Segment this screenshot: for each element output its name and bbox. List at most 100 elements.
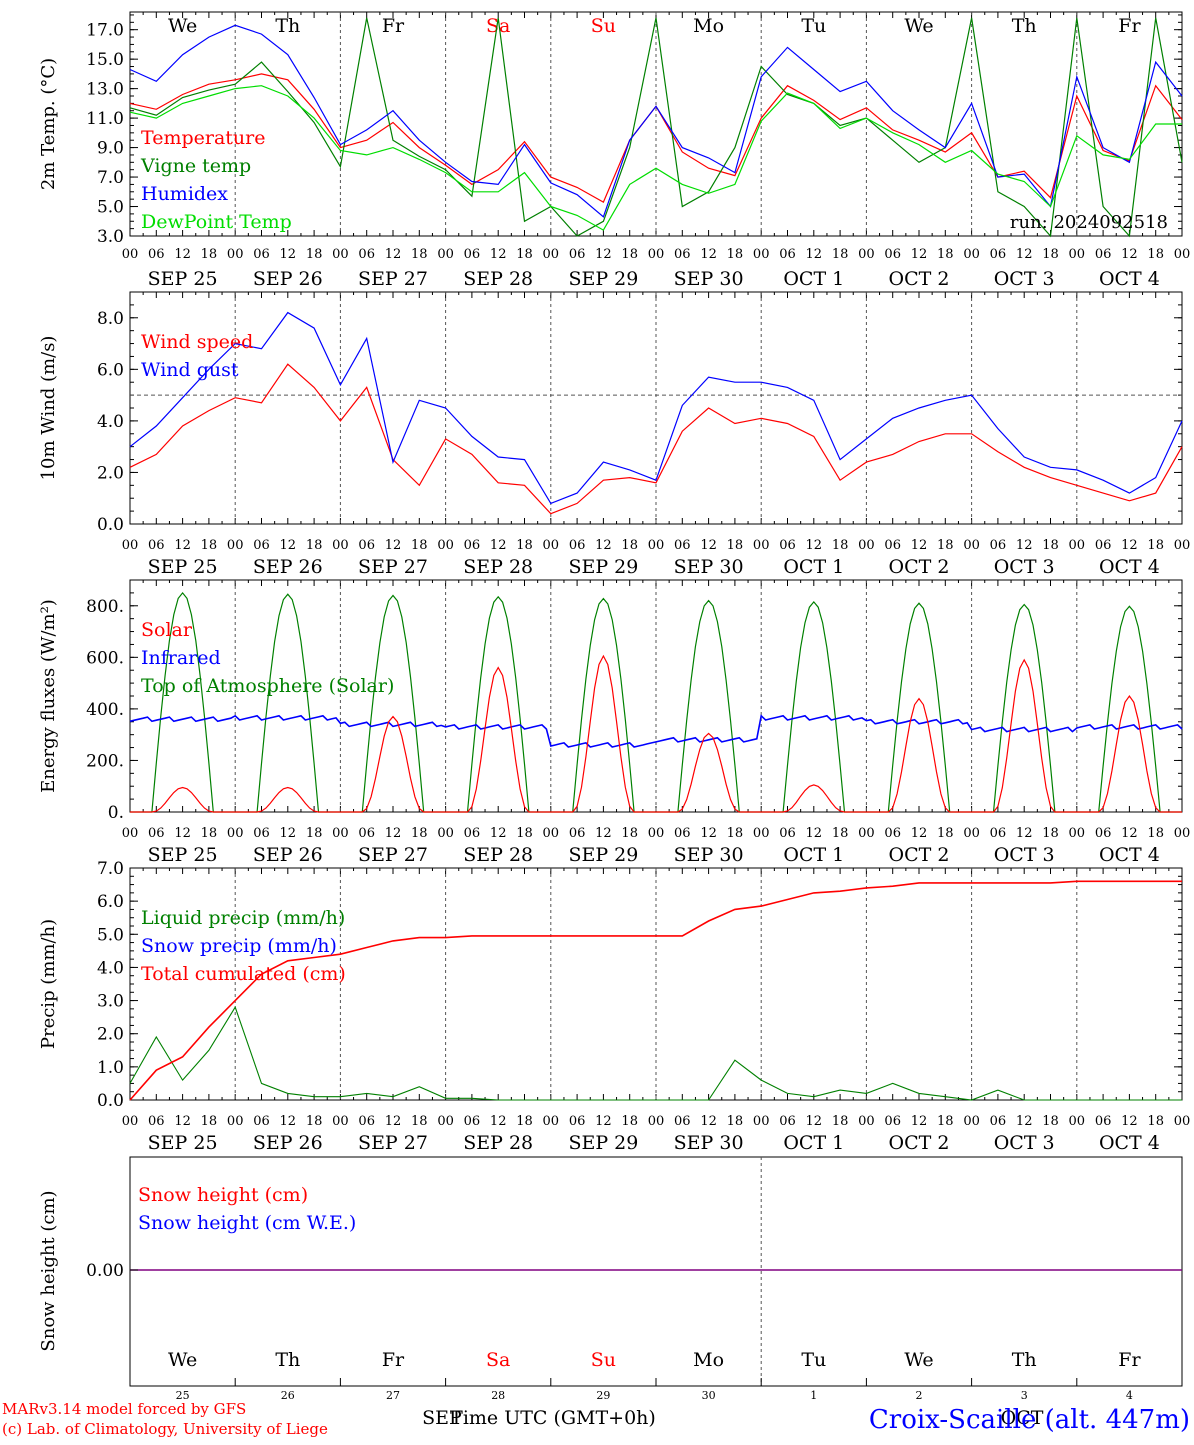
y-tick-label: 5.0 (97, 198, 124, 218)
hour-tick-label: 06 (674, 247, 691, 262)
hour-tick-label: 06 (358, 1114, 375, 1129)
y-tick-label: 0.0 (97, 515, 124, 535)
hour-tick-label: 18 (306, 247, 323, 262)
legend-entry: Temperature (141, 127, 265, 149)
hour-tick-label: 00 (858, 826, 875, 841)
hour-tick-label: 18 (621, 247, 638, 262)
hour-tick-label: 18 (832, 247, 849, 262)
series-line-solar (130, 654, 1182, 813)
day-name: We (904, 15, 933, 37)
legend-entry: Top of Atmosphere (Solar) (141, 675, 394, 697)
legend-entry: Snow precip (mm/h) (141, 935, 337, 957)
date-label: OCT 2 (889, 844, 950, 866)
hour-tick-label: 00 (648, 1114, 665, 1129)
hour-tick-label: 12 (806, 1114, 823, 1129)
y-tick-label: 9.0 (97, 139, 124, 159)
hour-tick-label: 06 (884, 1114, 901, 1129)
y-tick-label: 15.0 (86, 50, 124, 70)
hour-tick-label: 12 (700, 1114, 717, 1129)
date-label: SEP 25 (148, 268, 218, 290)
hour-tick-label: 00 (1069, 826, 1086, 841)
hour-tick-label: 06 (569, 538, 586, 553)
hour-tick-label: 12 (174, 1114, 191, 1129)
day-number: 28 (491, 1389, 505, 1402)
hour-tick-label: 12 (490, 1114, 507, 1129)
date-label: OCT 1 (783, 268, 844, 290)
y-tick-label: 2.0 (97, 463, 124, 483)
hour-tick-label: 06 (779, 247, 796, 262)
hour-tick-label: 06 (569, 247, 586, 262)
hour-tick-label: 00 (332, 247, 349, 262)
hour-tick-label: 12 (490, 538, 507, 553)
hour-tick-label: 18 (411, 538, 428, 553)
y-tick-label: 4.0 (97, 958, 124, 978)
hour-tick-label: 18 (201, 538, 218, 553)
series-line-red (129, 363, 1183, 515)
day-number: 26 (281, 1389, 295, 1402)
hour-tick-label: 12 (911, 826, 928, 841)
energy-panel: 0. 200. 400. 600. 800. 00 06 12 18 SEP 25 00 06 12 18… (38, 579, 1190, 866)
hour-tick-label: 12 (1121, 247, 1138, 262)
hour-tick-label: 06 (674, 538, 691, 553)
hour-tick-label: 18 (1147, 826, 1164, 841)
series-line-blue (129, 311, 1183, 505)
hour-tick-label: 12 (700, 826, 717, 841)
y-tick-label: 400. (86, 700, 124, 720)
hour-tick-label: 12 (280, 538, 297, 553)
date-label: SEP 27 (358, 556, 428, 578)
hour-tick-label: 00 (332, 1114, 349, 1129)
day-number: 30 (702, 1389, 716, 1402)
date-label: SEP 26 (253, 268, 323, 290)
hour-tick-label: 18 (201, 247, 218, 262)
hour-tick-label: 12 (700, 538, 717, 553)
hour-tick-label: 18 (306, 826, 323, 841)
hour-tick-label: 00 (648, 538, 665, 553)
hour-tick-label: 06 (569, 826, 586, 841)
y-tick-label: 2.0 (97, 1025, 124, 1045)
hour-tick-label: 12 (595, 538, 612, 553)
day-number: 29 (596, 1389, 610, 1402)
hour-tick-label: 12 (595, 247, 612, 262)
hour-tick-label: 00 (963, 247, 980, 262)
hour-tick-label: 12 (1016, 538, 1033, 553)
date-label: OCT 2 (889, 268, 950, 290)
hour-tick-label: 06 (884, 538, 901, 553)
day-name: We (168, 15, 197, 37)
hour-tick-label: 00 (543, 826, 560, 841)
hour-tick-label: 06 (674, 826, 691, 841)
y-tick-label: 1.0 (97, 1058, 124, 1078)
date-label: OCT 4 (1099, 1132, 1160, 1154)
y-tick-label: 200. (86, 751, 124, 771)
y-tick-label: 0. (108, 803, 124, 823)
day-name: Th (1012, 1349, 1037, 1371)
y-tick-label: 6.0 (97, 892, 124, 912)
hour-tick-label: 00 (858, 1114, 875, 1129)
month-label: OCT (1001, 1407, 1044, 1429)
hour-tick-label: 12 (174, 826, 191, 841)
y-tick-label: 3.0 (97, 227, 124, 247)
day-name: Sa (486, 1349, 510, 1371)
y-tick-label: 17.0 (86, 21, 124, 41)
hour-tick-label: 12 (280, 1114, 297, 1129)
hour-tick-label: 06 (990, 247, 1007, 262)
legend-entry: Liquid precip (mm/h) (141, 907, 345, 929)
hour-tick-label: 18 (411, 1114, 428, 1129)
date-label: OCT 1 (783, 844, 844, 866)
hour-tick-label: 18 (1147, 538, 1164, 553)
hour-tick-label: 12 (911, 538, 928, 553)
hour-tick-label: 00 (753, 826, 770, 841)
legend-entry: DewPoint Temp (141, 211, 292, 233)
hour-tick-label: 06 (253, 1114, 270, 1129)
hour-tick-label: 12 (385, 1114, 402, 1129)
y-axis-label: Snow height (cm) (38, 1190, 59, 1351)
date-label: OCT 3 (994, 556, 1055, 578)
hour-tick-label: 18 (832, 826, 849, 841)
run-label: run: 2024092518 (1010, 212, 1168, 233)
hour-tick-label: 12 (1016, 1114, 1033, 1129)
hour-tick-label: 00 (543, 1114, 560, 1129)
day-name: Su (591, 1349, 616, 1371)
day-number: 3 (1021, 1389, 1028, 1402)
hour-tick-label: 18 (832, 538, 849, 553)
y-tick-label: 8.0 (97, 309, 124, 329)
date-label: OCT 3 (994, 268, 1055, 290)
